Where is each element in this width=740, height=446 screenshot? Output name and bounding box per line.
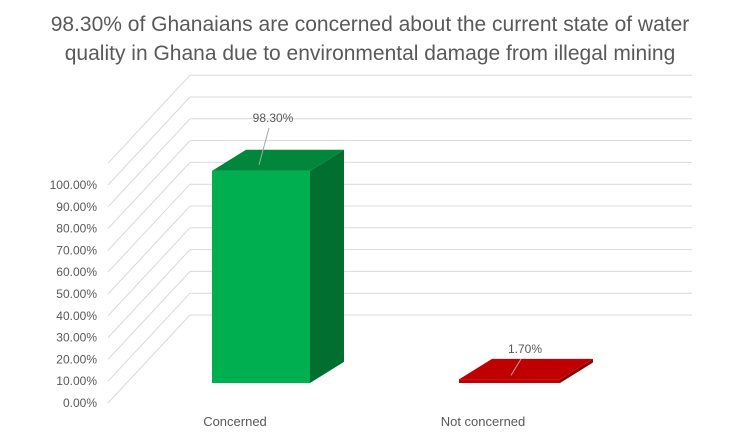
y-tick-label: 80.00% [56, 222, 97, 236]
bar-concerned [212, 170, 310, 383]
y-tick-label: 40.00% [56, 309, 97, 323]
y-tick-label: 100.00% [50, 178, 98, 192]
y-tick-label: 30.00% [56, 331, 97, 345]
gridline-diagonal [107, 249, 191, 338]
gridline-diagonal [107, 205, 191, 295]
gridline-diagonal [107, 271, 191, 360]
gridline-diagonal [107, 140, 191, 229]
y-tick-label: 60.00% [56, 265, 97, 279]
data-label-leader [510, 358, 522, 376]
gridline-diagonal [107, 227, 191, 317]
y-tick-label: 10.00% [56, 374, 97, 388]
y-tick-label: 50.00% [56, 287, 97, 301]
y-tick-label: 90.00% [56, 200, 97, 214]
chart-title: 98.30% of Ghanaians are concerned about … [50, 13, 690, 65]
gridline-diagonal [107, 74, 191, 164]
gridline-diagonal [107, 292, 191, 382]
x-category-label: Not concerned [441, 414, 526, 429]
x-category-label: Concerned [203, 414, 267, 429]
bar-not-concerned [459, 379, 560, 383]
gridline-diagonal [107, 118, 191, 208]
gridline-diagonal [107, 183, 191, 273]
gridline-diagonal [107, 96, 191, 186]
y-tick-label: 20.00% [56, 352, 97, 366]
bar-side-0 [310, 149, 344, 383]
data-label: 98.30% [253, 111, 294, 125]
gridline-diagonal [107, 314, 191, 404]
data-label: 1.70% [508, 342, 542, 356]
y-tick-label: 0.00% [63, 396, 97, 410]
bar-top-1 [459, 358, 593, 380]
bar-side-1 [560, 358, 593, 383]
y-tick-label: 70.00% [56, 243, 97, 257]
data-label-leader [258, 127, 270, 165]
gridline-diagonal [107, 162, 191, 251]
bar-top-0 [212, 149, 344, 171]
